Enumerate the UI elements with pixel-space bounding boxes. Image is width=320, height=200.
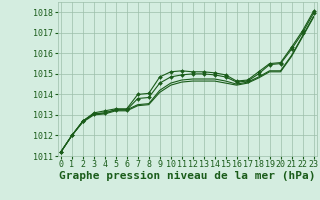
X-axis label: Graphe pression niveau de la mer (hPa): Graphe pression niveau de la mer (hPa) bbox=[59, 171, 316, 181]
